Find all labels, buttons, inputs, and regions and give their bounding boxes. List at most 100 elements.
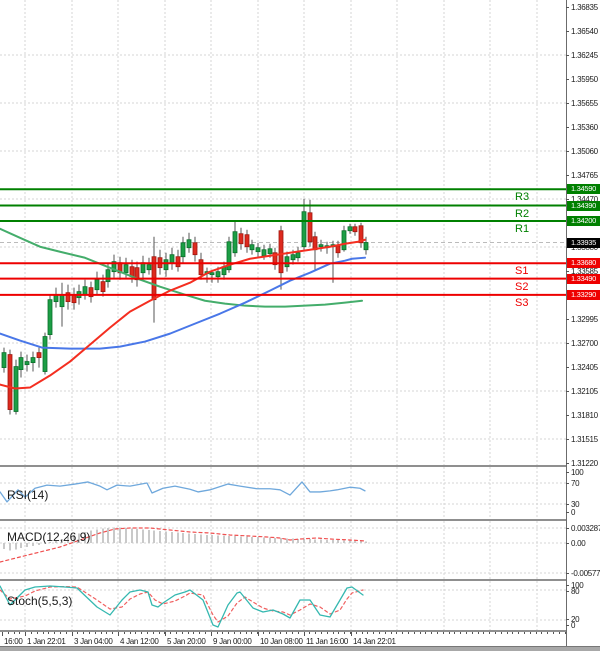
candle-bearish (272, 252, 278, 266)
time-minor-tick (286, 632, 288, 634)
candle-bullish (82, 286, 88, 296)
rsi-indicator-label: RSI(14) (7, 488, 49, 502)
time-minor-tick (222, 632, 224, 634)
time-axis-label: 10 Jan 08:00 (260, 637, 303, 646)
price-axis[interactable]: 1.36835 1.36540 1.36245 1.35950 1.35655 1.353… (566, 0, 600, 647)
time-minor-tick (251, 632, 253, 634)
time-minor-tick (77, 632, 79, 634)
candle-bearish (7, 354, 13, 410)
stoch-axis-label: 20 (571, 615, 580, 624)
rsi-canvas (0, 467, 566, 519)
macd-canvas (0, 521, 566, 579)
candle-bullish (347, 226, 353, 232)
time-minor-tick (135, 632, 137, 634)
time-minor-tick (529, 632, 531, 634)
time-minor-tick (379, 632, 380, 634)
price-badge-s1: 1.33680 (567, 258, 600, 269)
price-axis-tick (566, 151, 569, 153)
time-minor-tick (164, 632, 166, 634)
time-minor-tick (524, 632, 525, 634)
price-axis-tick (566, 78, 569, 80)
time-minor-tick (181, 632, 183, 634)
time-minor-tick (205, 632, 206, 634)
time-minor-tick (541, 632, 543, 634)
macd-panel[interactable] (0, 521, 566, 579)
candle-bullish (169, 254, 175, 264)
time-minor-tick (297, 632, 299, 634)
price-axis-line (566, 0, 567, 647)
time-major-tick (258, 632, 259, 636)
time-minor-tick (100, 632, 102, 634)
price-axis-label: 1.34765 (571, 171, 598, 181)
time-minor-tick (54, 632, 56, 634)
time-minor-tick (7, 632, 9, 634)
price-axis-label: 1.35360 (571, 122, 598, 132)
time-minor-tick (390, 632, 392, 634)
panel-divider-stoch-time[interactable] (0, 630, 566, 632)
price-chart-panel[interactable]: R3 R2 R1 S1 S2 S3 (0, 0, 566, 466)
candle-bearish (36, 352, 42, 358)
time-axis[interactable]: 16:00 1 Jan 22:01 3 Jan 04:00 4 Jan 12:00 5 … (0, 631, 600, 647)
price-axis-label: 1.32700 (571, 338, 598, 348)
candle-bearish (134, 267, 140, 281)
macd-axis-tick (566, 543, 569, 544)
ma-line-red (0, 238, 366, 390)
time-minor-tick (94, 632, 96, 634)
panel-divider-main-rsi[interactable] (0, 465, 566, 467)
candle-bearish (352, 226, 358, 233)
candle-bullish (363, 242, 369, 251)
time-minor-tick (506, 632, 508, 634)
time-axis-label: 14 Jan 22:01 (353, 637, 396, 646)
time-major-tick (2, 632, 3, 636)
time-minor-tick (147, 632, 148, 634)
time-minor-tick (344, 632, 346, 634)
time-minor-tick (413, 632, 415, 634)
time-minor-tick (245, 632, 247, 634)
price-axis-label: 1.35655 (571, 98, 598, 108)
time-minor-tick (13, 632, 15, 634)
time-minor-tick (234, 632, 235, 634)
candle-bullish (163, 259, 169, 271)
stoch-axis-label: 80 (571, 587, 580, 596)
stoch-axis-tick (566, 619, 569, 620)
time-axis-label: 16:00 (4, 637, 23, 646)
macd-signal-line (0, 527, 367, 563)
price-axis-tick (566, 462, 569, 464)
panel-divider-rsi-macd[interactable] (0, 519, 566, 521)
time-minor-tick (425, 632, 427, 634)
bottom-scrollbar[interactable] (0, 646, 600, 651)
time-minor-tick (402, 632, 404, 634)
stoch-indicator-label: Stoch(5,5,3) (7, 594, 73, 608)
time-axis-label: 3 Jan 04:00 (74, 637, 113, 646)
price-axis-tick (566, 391, 569, 393)
rsi-panel[interactable] (0, 467, 566, 519)
stoch-axis-tick (566, 625, 569, 626)
time-minor-tick (274, 632, 276, 634)
time-minor-tick (367, 632, 369, 634)
time-minor-tick (419, 632, 421, 634)
time-minor-tick (355, 632, 357, 634)
stoch-panel[interactable] (0, 581, 566, 630)
time-minor-tick (176, 632, 177, 634)
time-axis-label: 11 Jan 16:00 (306, 637, 349, 646)
time-axis-label: 4 Jan 12:00 (120, 637, 159, 646)
candle-bearish (88, 287, 94, 298)
time-minor-tick (518, 632, 520, 634)
candle-bullish (47, 299, 53, 335)
time-minor-tick (152, 632, 154, 634)
time-minor-tick (350, 632, 351, 634)
panel-divider-macd-stoch[interactable] (0, 579, 566, 581)
candle-bullish (18, 357, 24, 371)
candle-bullish (123, 264, 129, 274)
macd-axis-label: 0.00 (571, 539, 586, 548)
candle-bullish (249, 244, 255, 251)
price-axis-tick (566, 342, 569, 344)
candle-bullish (267, 248, 273, 255)
macd-axis-tick (566, 528, 569, 529)
rsi-axis-label: 0 (571, 508, 576, 517)
candle-bullish (180, 242, 186, 258)
time-minor-tick (477, 632, 479, 634)
time-major-tick (304, 632, 305, 636)
time-minor-tick (535, 632, 537, 634)
price-chart-canvas (0, 0, 566, 466)
